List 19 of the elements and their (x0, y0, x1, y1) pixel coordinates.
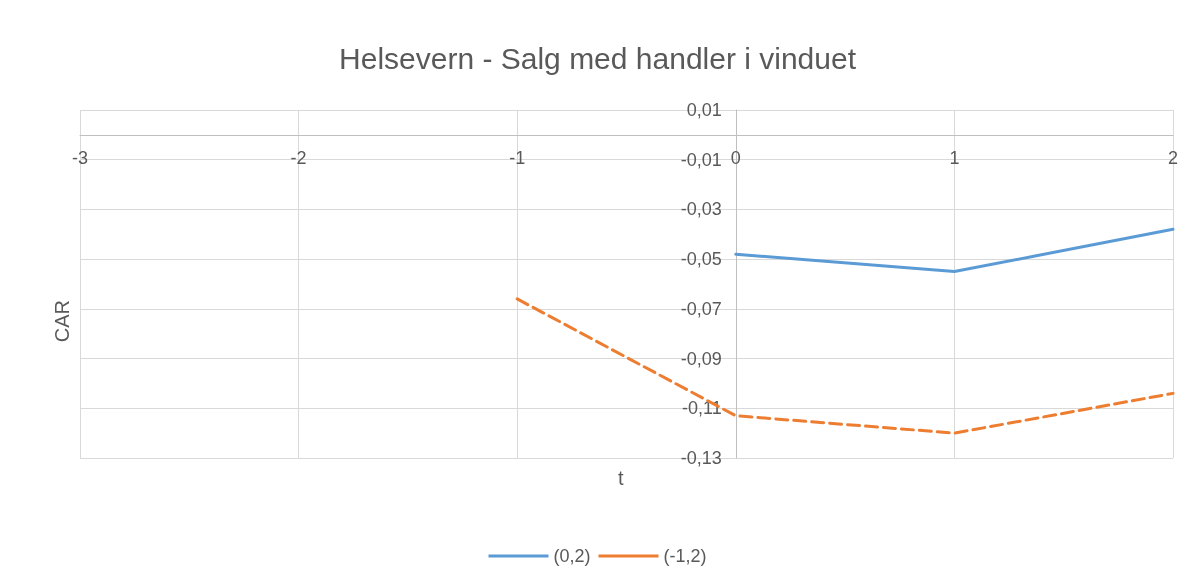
x-tick-label: -3 (71, 147, 89, 168)
chart-title: Helsevern - Salg med handler i vinduet (339, 41, 857, 75)
y-tick-label: -0,01 (680, 149, 722, 170)
y-tick-label: -0,03 (680, 199, 722, 220)
y-tick-label: 0,01 (686, 100, 722, 120)
x-tick-label: 2 (1167, 147, 1179, 168)
x-tick-label: -2 (290, 147, 307, 168)
y-tick-label: -0,05 (680, 249, 722, 270)
x-axis-title: t (618, 467, 624, 489)
y-tick-label: -0,13 (680, 448, 722, 468)
y-axis-title: CAR (51, 299, 73, 343)
line-series (515, 297, 1175, 435)
x-tick-label: -1 (509, 147, 526, 168)
x-tick-label: 1 (949, 147, 960, 168)
y-tick-label: -0,09 (680, 348, 722, 369)
y-tick-label: -0,07 (680, 298, 722, 319)
legend-label: (-1,2) (663, 546, 707, 566)
legend-label: (0,2) (553, 546, 591, 566)
x-tick-label: 0 (730, 147, 741, 168)
